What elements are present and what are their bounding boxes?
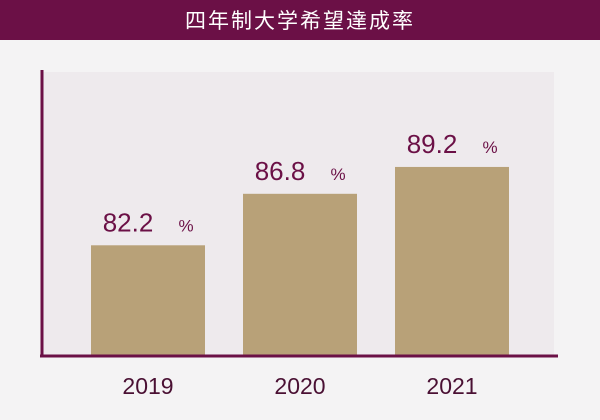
bar-2020 (243, 193, 357, 355)
value-label: 86.8 (255, 156, 306, 186)
x-tick-label: 2019 (122, 373, 173, 399)
value-label: 89.2 (407, 129, 458, 159)
bar-2021 (395, 166, 509, 355)
x-tick-label: 2021 (426, 373, 477, 399)
x-tick-label: 2020 (274, 373, 325, 399)
bar-2019 (91, 245, 205, 355)
value-label: 82.2 (103, 207, 154, 237)
chart-title-bar: 四年制大学希望達成率 (0, 0, 600, 40)
unit-label: % (482, 138, 497, 157)
unit-label: % (178, 216, 193, 235)
chart-title: 四年制大学希望達成率 (185, 9, 415, 33)
unit-label: % (330, 165, 345, 184)
